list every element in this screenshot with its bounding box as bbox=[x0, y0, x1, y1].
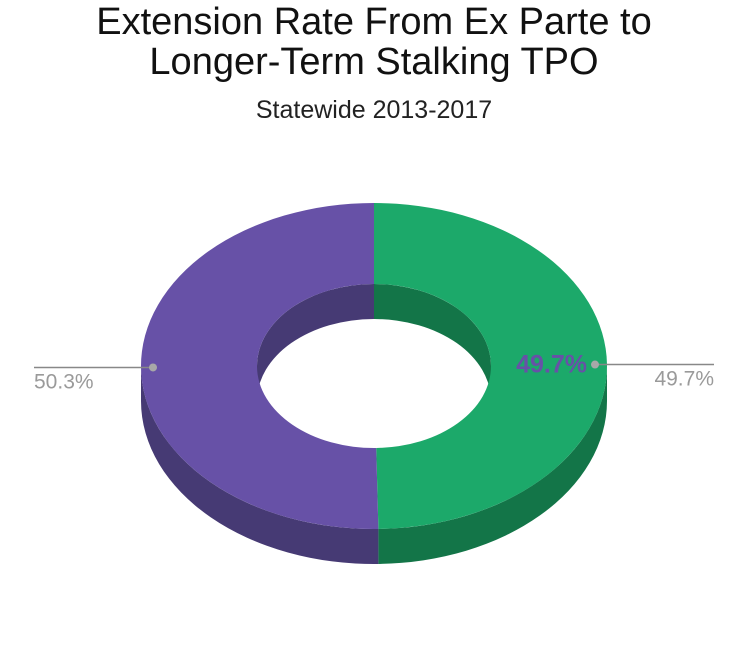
chart-subtitle: Statewide 2013-2017 bbox=[255, 96, 493, 124]
donut-outer-wall-1 bbox=[141, 366, 379, 565]
donut-slice-0 bbox=[374, 203, 608, 529]
donut-slice-1 bbox=[141, 203, 379, 530]
label-dot-right bbox=[590, 360, 599, 369]
donut-inner-wall-0-0 bbox=[374, 284, 491, 401]
label-dot-left bbox=[149, 363, 158, 372]
data-label-left: 50.3% bbox=[34, 370, 94, 393]
inner-data-label: 49.7% bbox=[516, 351, 587, 379]
chart-title-line-2: Longer-Term Stalking TPO bbox=[149, 41, 599, 83]
chart-title-line-1: Extension Rate From Ex Parte to bbox=[96, 1, 652, 43]
donut-outer-wall-0 bbox=[378, 366, 607, 564]
donut-inner-wall-1-0 bbox=[257, 284, 374, 401]
chart-title: Extension Rate From Ex Parte to Longer-T… bbox=[0, 2, 748, 82]
data-label-right: 49.7% bbox=[654, 368, 714, 391]
